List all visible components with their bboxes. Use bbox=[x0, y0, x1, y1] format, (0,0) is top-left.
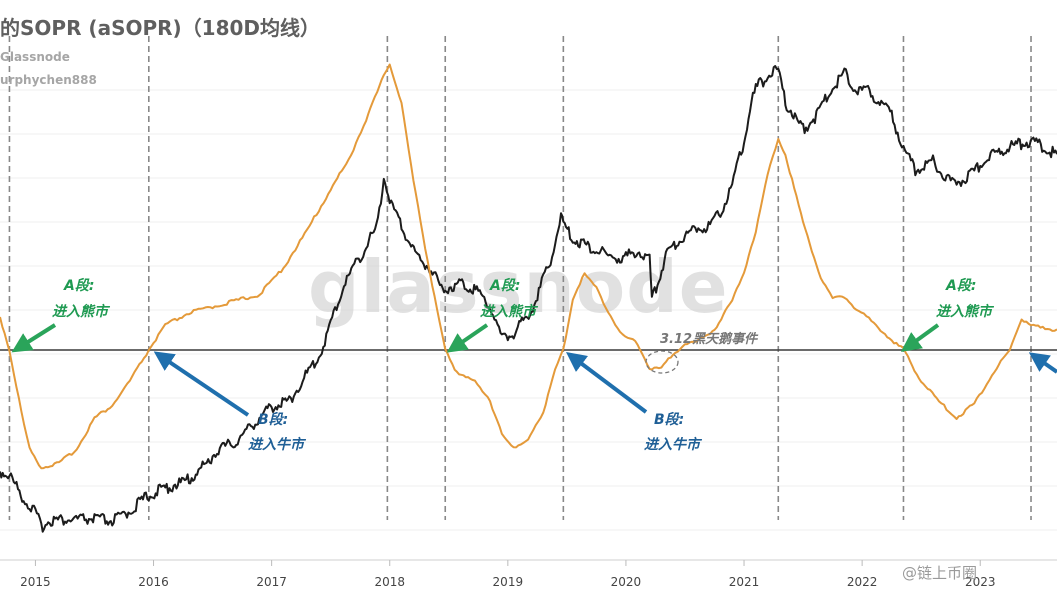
black-swan-circle bbox=[645, 350, 679, 374]
annotation-a-label: A段: bbox=[945, 277, 976, 294]
blue-arrow bbox=[566, 352, 648, 414]
annotation-a-2018: A段: 进入熊市 bbox=[446, 277, 539, 353]
annotation-a-2022: A段: 进入熊市 bbox=[900, 277, 995, 352]
x-tick-label: 2020 bbox=[611, 575, 642, 589]
black-swan-label: 3.12黑天鹅事件 bbox=[660, 331, 759, 347]
x-tick-label: 2018 bbox=[374, 575, 405, 589]
x-tick-label: 2023 bbox=[965, 575, 996, 589]
blue-arrow-partial bbox=[1028, 352, 1057, 374]
x-tick-label: 2017 bbox=[256, 575, 287, 589]
annotation-a-label: A段: bbox=[63, 277, 94, 294]
annotation-b-text: 进入牛市 bbox=[248, 436, 307, 453]
annotation-b-2016: B段: 进入牛市 bbox=[153, 351, 307, 453]
blue-arrow bbox=[153, 351, 250, 417]
vertical-markers bbox=[8, 36, 1032, 520]
x-tick-label: 2021 bbox=[729, 575, 760, 589]
series-asopr-line bbox=[0, 63, 1057, 470]
x-tick-label: 2015 bbox=[20, 575, 51, 589]
annotation-a-label: A段: bbox=[489, 277, 520, 294]
chart-title: 的SOPR (aSOPR)（180D均线） bbox=[0, 16, 320, 40]
annotation-a-text: 进入熊市 bbox=[52, 303, 111, 320]
annotation-b-label: B段: bbox=[258, 411, 288, 428]
gridlines bbox=[0, 89, 1057, 561]
x-tick-label: 2022 bbox=[847, 575, 878, 589]
annotation-b-text: 进入牛市 bbox=[644, 436, 703, 453]
x-tick-label: 2019 bbox=[493, 575, 524, 589]
green-arrow bbox=[11, 323, 57, 353]
footer-brand: @链上币圈 bbox=[902, 564, 977, 582]
source-label: Glassnode bbox=[0, 50, 70, 64]
annotation-a-text: 进入熊市 bbox=[936, 303, 995, 320]
green-arrow bbox=[446, 323, 489, 353]
annotation-a-text: 进入熊市 bbox=[480, 303, 539, 320]
annotation-b-label: B段: bbox=[654, 411, 684, 428]
x-axis: 2015 2016 2017 2018 2019 2020 2021 2022 2023 bbox=[20, 560, 996, 589]
annotation-a-2014: A段: 进入熊市 bbox=[11, 277, 111, 353]
author-label: urphychen888 bbox=[0, 73, 97, 87]
series-price-line bbox=[0, 65, 1057, 533]
annotation-black-swan: 3.12黑天鹅事件 bbox=[645, 331, 759, 374]
x-tick-label: 2016 bbox=[138, 575, 169, 589]
green-arrow bbox=[900, 323, 940, 352]
annotation-b-2019: B段: 进入牛市 bbox=[566, 352, 703, 453]
